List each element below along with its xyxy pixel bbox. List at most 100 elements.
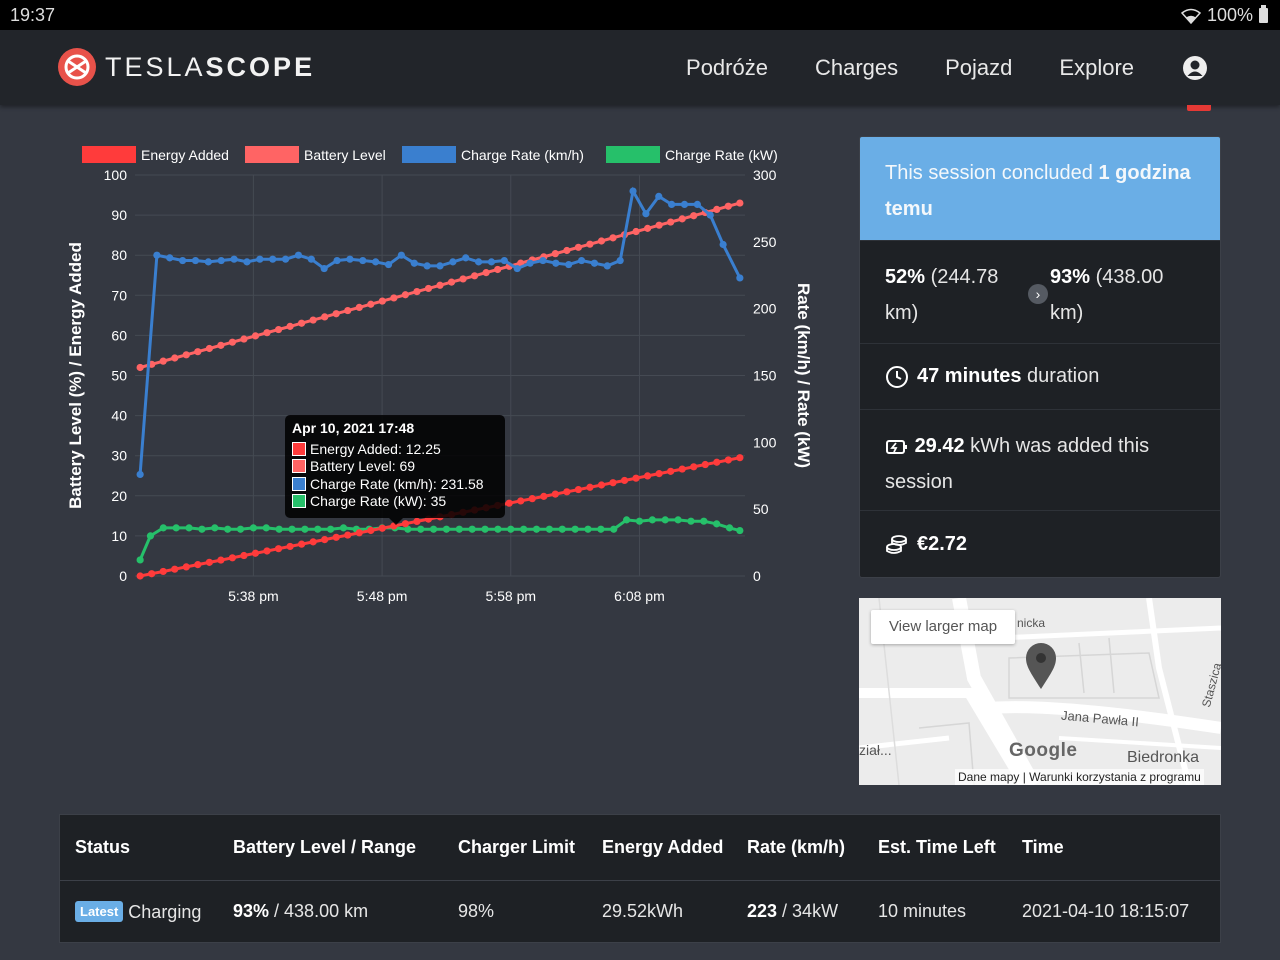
energy-added-point xyxy=(355,529,363,537)
battery-level-point xyxy=(263,329,271,337)
nav-link-charges[interactable]: Charges xyxy=(814,54,899,80)
left-tick-label: 90 xyxy=(111,207,127,223)
col-rate: Rate (km/h) xyxy=(747,837,846,857)
battery-level-point xyxy=(597,237,606,245)
battery-percent: 100% xyxy=(1206,5,1253,25)
rate-kw-point xyxy=(224,525,232,533)
nav-link-explore[interactable]: Explore xyxy=(1059,54,1134,80)
rate-kw-point xyxy=(159,524,167,532)
view-larger-map-button[interactable]: View larger map xyxy=(871,610,1015,644)
right-tick-label: 300 xyxy=(753,167,777,183)
range-start: 52% (244.78 km) xyxy=(885,266,999,324)
energy-added-point xyxy=(505,499,513,507)
rate-kw-point xyxy=(700,517,708,525)
rate-kmh-point xyxy=(217,256,225,265)
left-tick-label: 60 xyxy=(111,327,127,343)
battery-level-point xyxy=(309,316,317,324)
rate-kw-point xyxy=(275,525,283,533)
energy-added-point xyxy=(401,520,410,528)
rate-kw-point xyxy=(249,524,257,532)
nav-link-pojazd[interactable]: Pojazd xyxy=(945,54,1013,80)
rate-kmh-point xyxy=(359,256,367,265)
battery-level-point xyxy=(390,294,398,302)
rate-kw-point xyxy=(146,532,155,540)
session-header: This session concluded 1 godzina temu xyxy=(860,137,1220,240)
session-range: 52% (244.78 km) › 93% (438.00 km) xyxy=(860,240,1220,343)
battery-level-point xyxy=(470,272,479,280)
battery-level-point xyxy=(424,284,433,293)
status-cell: Latest Charging xyxy=(75,901,201,923)
map-data-link[interactable]: Dane mapy xyxy=(958,770,1020,784)
rate-kw-point xyxy=(725,524,734,532)
left-tick-label: 80 xyxy=(111,247,127,263)
legend-label: Charge Rate (kW) xyxy=(665,147,778,163)
rate-kmh-point xyxy=(436,262,444,270)
rate-kw-point xyxy=(339,524,348,532)
rate-kw-point xyxy=(429,525,438,533)
rate-cell: 223 / 34kW xyxy=(747,901,839,921)
energy-added-point xyxy=(667,467,675,475)
energy-added-point xyxy=(263,547,271,555)
rate-kmh-point xyxy=(346,255,354,263)
nav-link-podroze[interactable]: Podróże xyxy=(686,54,768,80)
rate-kmh-point xyxy=(475,258,483,266)
rate-kmh-point xyxy=(719,240,727,249)
battery-level-point xyxy=(447,278,456,286)
energy-added-point xyxy=(171,565,179,573)
battery-level-point xyxy=(332,310,340,318)
rate-kmh-point xyxy=(449,258,457,266)
battery-level-point xyxy=(159,357,167,365)
status-icons: 100% xyxy=(1180,5,1268,26)
rate-kw-point xyxy=(623,516,631,524)
energy-added-point xyxy=(321,536,329,544)
battery-level-point xyxy=(574,243,582,251)
rate-kmh-point xyxy=(307,255,315,263)
map-terms-link[interactable]: Warunki korzystania z programu xyxy=(1029,770,1201,784)
time-left-cell: 10 minutes xyxy=(878,901,967,921)
rate-kmh-point xyxy=(655,192,663,200)
energy-added-point xyxy=(378,524,386,532)
clock-text: 19:37 xyxy=(10,5,56,25)
battery-level-point xyxy=(436,281,444,289)
rate-kw-line xyxy=(138,518,741,561)
battery-level-point xyxy=(217,341,225,349)
battery-level-point xyxy=(667,218,675,226)
rate-kmh-point xyxy=(256,255,264,263)
table-header: Status Battery Level / Range Charger Lim… xyxy=(60,815,1220,881)
rate-kmh-point xyxy=(590,259,599,267)
rate-kw-point xyxy=(597,525,605,533)
session-card: This session concluded 1 godzina temu 52… xyxy=(859,136,1221,578)
left-axis-title: Battery Level (%) / Energy Added xyxy=(66,242,85,509)
battery-level-point xyxy=(136,363,144,372)
rate-kmh-point xyxy=(320,264,328,273)
brand-logo[interactable]: TESLASCOPE xyxy=(58,48,315,86)
rate-kw-point xyxy=(661,516,669,524)
rate-kmh-point xyxy=(629,187,637,195)
google-logo: Google xyxy=(1009,740,1078,761)
peek-delete-button[interactable] xyxy=(1187,105,1211,111)
rate-kw-point xyxy=(736,526,744,535)
battery-level-point xyxy=(367,300,375,308)
energy-added-point xyxy=(528,495,536,503)
left-tick-label: 40 xyxy=(111,408,127,424)
col-time-left: Est. Time Left xyxy=(878,837,996,857)
user-circle-icon[interactable] xyxy=(1182,55,1208,81)
energy-cell: 29.52kWh xyxy=(602,901,684,921)
clock-icon xyxy=(886,365,908,388)
tooltip-row-rate-kw: Charge Rate (kW): 35 xyxy=(292,493,498,511)
energy-added-point xyxy=(159,567,167,576)
battery-level-point xyxy=(713,205,721,213)
location-map[interactable]: View larger map nicka Jana Pawła II Stas… xyxy=(859,598,1221,785)
rate-kw-point xyxy=(327,525,335,533)
x-tick-label: 6:08 pm xyxy=(614,588,665,604)
rate-kmh-point xyxy=(603,262,611,270)
map-street-left: ział... xyxy=(859,742,892,758)
rate-kw-point xyxy=(185,524,193,532)
rate-kmh-point xyxy=(136,470,144,479)
x-tick-label: 5:38 pm xyxy=(228,588,279,604)
energy-added-point xyxy=(309,538,317,546)
rate-kmh-point xyxy=(539,256,547,265)
rate-kmh-point xyxy=(500,256,508,265)
right-tick-label: 50 xyxy=(753,501,769,517)
left-tick-label: 10 xyxy=(111,528,127,544)
